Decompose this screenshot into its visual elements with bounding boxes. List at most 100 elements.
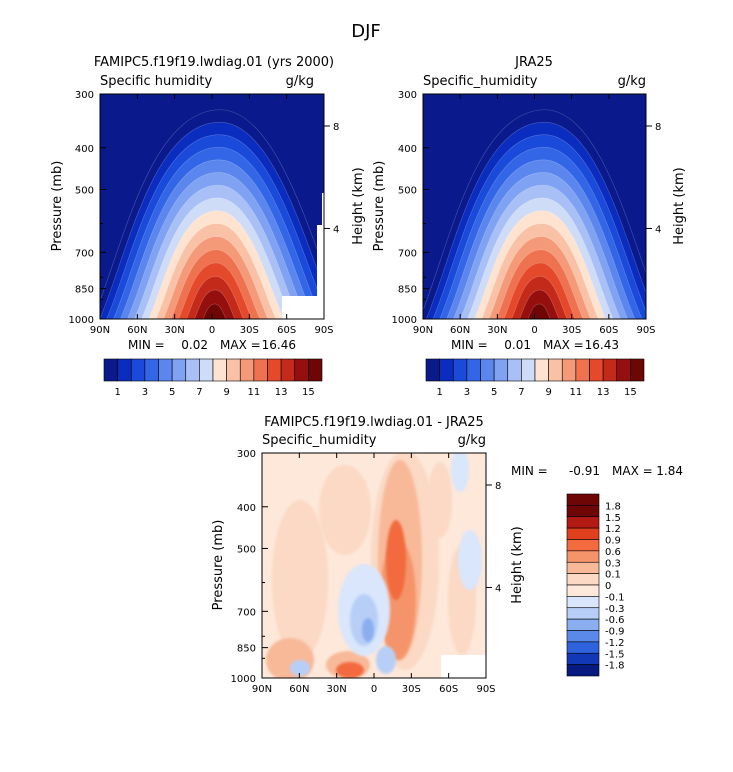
colorbar-label: -0.6 — [605, 615, 625, 626]
colorbar-swatch — [103, 358, 118, 382]
contour-field — [100, 94, 324, 319]
x-tick-label: 60N — [289, 684, 309, 695]
colorbar-label: 7 — [518, 387, 524, 398]
colorbar: 1 3 5 7 9 11 13 15 — [103, 358, 323, 398]
colorbar-swatch — [566, 527, 600, 540]
x-tick-label: 90N — [90, 325, 110, 336]
missing-data-mask — [441, 655, 486, 678]
contour-level — [451, 453, 469, 492]
x-tick-label: 90S — [476, 684, 495, 695]
colorbar-label: 1.2 — [605, 524, 621, 535]
y-tick-label: 300 — [75, 90, 94, 101]
colorbar-swatch — [308, 358, 323, 382]
colorbar-swatch — [294, 358, 309, 382]
x-tick-label: 60N — [450, 325, 470, 336]
variable-label: Specific humidity — [100, 74, 212, 89]
min-value: -0.91 — [569, 464, 600, 478]
colorbar-swatch — [566, 607, 600, 620]
min-label: MIN = — [511, 464, 548, 478]
x-tick-label: 60S — [599, 325, 618, 336]
colorbar-label: 3 — [142, 387, 148, 398]
y-tick-label: 700 — [237, 607, 256, 618]
colorbar-swatch — [566, 493, 600, 506]
y-tick-label: 1000 — [392, 315, 417, 326]
min-value: 0.01 — [504, 338, 531, 352]
colorbar-label: 1.5 — [605, 513, 621, 524]
x-tick-label: 30S — [562, 325, 581, 336]
colorbar-swatch — [534, 358, 549, 382]
colorbar-swatch — [226, 358, 241, 382]
colorbar-swatch — [602, 358, 618, 382]
x-tick-label: 90S — [314, 325, 333, 336]
colorbar-label: 0 — [605, 581, 611, 592]
y-tick-label: 500 — [75, 185, 94, 196]
x-tick-label: 0 — [531, 325, 537, 336]
colorbar-swatch — [171, 358, 187, 382]
colorbar-swatch — [199, 358, 214, 382]
x-tick-label: 90N — [252, 684, 272, 695]
y-tick-label: 300 — [398, 90, 417, 101]
colorbar-swatch — [566, 652, 600, 665]
y2-tick-label: 4 — [495, 583, 501, 594]
min-value: 0.02 — [181, 338, 208, 352]
y-tick-label: 850 — [75, 285, 94, 296]
variable-label: Specific_humidity — [262, 433, 377, 448]
max-value: 1.84 — [656, 464, 683, 478]
colorbar-swatch — [566, 516, 600, 529]
colorbar-swatch — [566, 584, 600, 597]
y-tick-label: 300 — [237, 449, 256, 460]
colorbar-swatch — [425, 358, 440, 382]
colorbar-label: -1.8 — [605, 661, 625, 672]
x-tick-label: 60N — [127, 325, 147, 336]
colorbar-swatch — [493, 358, 509, 382]
units-label: g/kg — [618, 74, 646, 89]
colorbar-label: 7 — [196, 387, 202, 398]
colorbar-swatch — [439, 358, 454, 382]
y2-tick-label: 4 — [333, 224, 339, 235]
axes: 90N 60N 30N 0 30S 60S 90S 300 400 500 700 850 1000 8 4 — [392, 90, 662, 336]
x-tick-label: 30S — [240, 325, 259, 336]
colorbar-label: 1 — [436, 387, 442, 398]
colorbar-swatch — [253, 358, 268, 382]
colorbar-swatch — [566, 641, 600, 654]
colorbar-swatch — [566, 618, 600, 631]
y-tick-label: 700 — [75, 248, 94, 259]
y2-axis-label: Height (km) — [351, 167, 366, 244]
colorbar-swatch — [239, 358, 255, 382]
colorbar-swatch — [452, 358, 468, 382]
colorbar-swatch — [548, 358, 563, 382]
colorbar-swatch — [158, 358, 173, 382]
y-tick-label: 400 — [237, 503, 256, 514]
variable-label: Specific_humidity — [423, 74, 538, 89]
x-tick-label: 0 — [209, 325, 215, 336]
x-tick-label: 30N — [487, 325, 507, 336]
max-value: 16.43 — [585, 338, 619, 352]
colorbar-swatch — [267, 358, 282, 382]
colorbar-label: 5 — [169, 387, 175, 398]
contour-level — [458, 530, 482, 590]
y2-tick-label: 8 — [333, 122, 339, 133]
colorbar-swatch — [566, 596, 600, 609]
colorbar-label: 0.9 — [605, 536, 621, 547]
colorbar-label: 5 — [491, 387, 497, 398]
max-label: MAX = — [543, 338, 584, 352]
y-tick-label: 400 — [398, 144, 417, 155]
y2-axis-label: Height (km) — [672, 167, 687, 244]
y-tick-label: 850 — [398, 285, 417, 296]
contour-level — [272, 500, 328, 660]
colorbar-swatch — [130, 358, 146, 382]
panel-title: JRA25 — [514, 55, 553, 70]
colorbar-swatch — [144, 358, 159, 382]
y2-tick-label: 4 — [655, 224, 661, 235]
x-tick-label: 90N — [413, 325, 433, 336]
colorbar-swatch — [212, 358, 227, 382]
colorbar-swatch — [185, 358, 200, 382]
y-tick-label: 500 — [398, 185, 417, 196]
max-label: MAX = — [220, 338, 261, 352]
colorbar-swatch — [566, 664, 600, 677]
units-label: g/kg — [286, 74, 314, 89]
colorbar: 1.81.51.20.90.60.30.10-0.1-0.3-0.6-0.9-1… — [566, 493, 625, 677]
colorbar-swatch — [566, 505, 600, 518]
colorbar-swatch — [575, 358, 590, 382]
panel-reanalysis: JRA25 Specific_humidity g/kg 90N 60N 30N 0 3… — [372, 55, 687, 398]
